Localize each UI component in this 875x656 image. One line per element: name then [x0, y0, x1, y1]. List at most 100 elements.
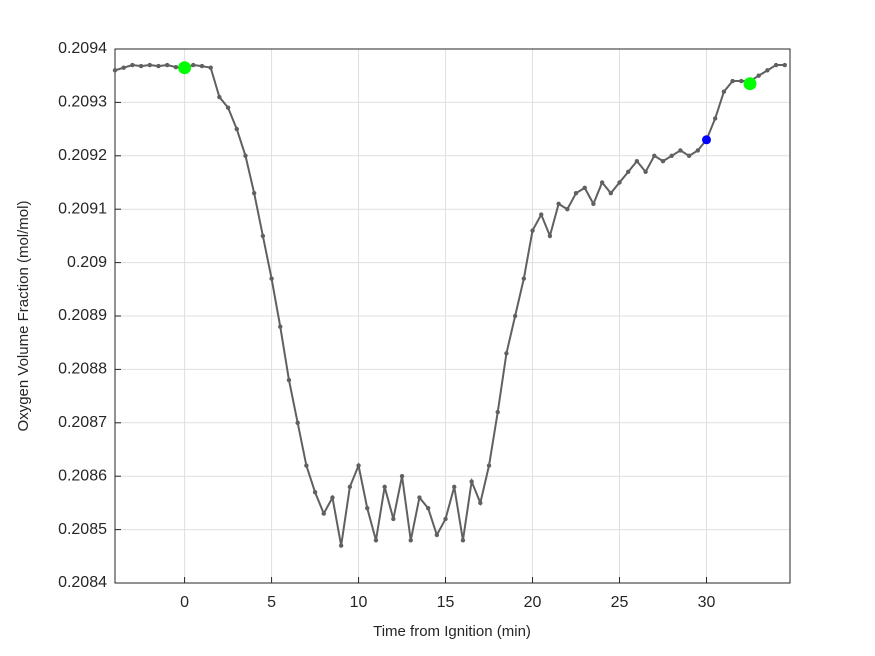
data-point — [356, 463, 361, 468]
data-point — [660, 158, 666, 164]
data-point — [626, 169, 631, 175]
x-tick-label: 0 — [180, 594, 189, 611]
data-point — [773, 62, 779, 68]
data-point — [495, 409, 500, 415]
x-tick-label: 25 — [611, 594, 629, 611]
data-point — [678, 148, 683, 153]
data-point — [147, 62, 152, 68]
data-point — [530, 228, 535, 233]
x-tick-label: 30 — [698, 594, 716, 611]
y-tick-label: 0.2088 — [58, 361, 107, 378]
marker — [701, 135, 711, 145]
data-point — [486, 463, 492, 468]
data-point — [234, 126, 239, 132]
y-tick-label: 0.2092 — [58, 147, 107, 164]
y-tick-label: 0.2084 — [58, 574, 107, 591]
y-tick-label: 0.209 — [67, 254, 107, 271]
x-tick-label: 5 — [267, 594, 276, 611]
data-point — [330, 495, 335, 500]
data-point — [112, 68, 118, 73]
axes-box — [114, 48, 791, 584]
marker — [743, 77, 757, 91]
data-point — [652, 153, 657, 158]
data-point — [669, 153, 674, 158]
data-point — [582, 185, 587, 191]
x-tick-label: 15 — [437, 594, 455, 611]
data-point — [138, 63, 144, 69]
data-point — [269, 276, 274, 281]
data-point — [121, 65, 126, 70]
data-point — [191, 62, 196, 68]
data-point — [365, 506, 370, 511]
data-point — [243, 153, 248, 158]
data-point — [634, 158, 640, 164]
data-point — [695, 148, 700, 153]
data-point — [130, 62, 135, 68]
data-point — [208, 65, 213, 70]
data-point — [469, 479, 474, 484]
data-point — [539, 212, 544, 217]
data-point — [408, 538, 413, 543]
data-point — [225, 105, 231, 110]
data-point — [391, 516, 396, 522]
y-tick-label: 0.2093 — [58, 94, 107, 111]
marker — [178, 61, 192, 75]
data-point — [321, 511, 326, 516]
data-point — [591, 201, 596, 207]
data-point — [156, 63, 161, 69]
data-point — [521, 276, 527, 281]
data-point — [425, 506, 431, 511]
data-point — [278, 324, 283, 329]
data-point — [721, 89, 727, 94]
data-point — [712, 116, 718, 121]
data-point — [565, 207, 570, 212]
y-axis-label: Oxygen Volume Fraction (mol/mol) — [15, 201, 32, 432]
data-point — [478, 500, 483, 506]
data-point — [286, 377, 292, 383]
data-point — [173, 64, 179, 70]
y-tick-label: 0.2086 — [58, 467, 107, 484]
y-tick-label: 0.2091 — [58, 200, 107, 217]
data-point — [556, 201, 561, 207]
data-point — [643, 169, 648, 175]
x-axis-label: Time from Ignition (min) — [373, 623, 531, 640]
data-point — [686, 153, 692, 158]
data-point — [443, 516, 448, 522]
data-point — [512, 313, 518, 319]
data-point — [573, 190, 579, 196]
data-point — [260, 233, 266, 239]
data-point — [399, 474, 405, 479]
data-point — [599, 180, 605, 185]
x-tick-label: 20 — [524, 594, 542, 611]
data-point — [164, 62, 170, 68]
data-point — [312, 490, 318, 495]
data-point — [382, 484, 387, 490]
data-point — [452, 484, 457, 490]
data-point — [251, 190, 257, 196]
y-tick-label: 0.2087 — [58, 414, 107, 431]
data-point — [756, 73, 761, 78]
data-point — [608, 190, 614, 196]
data-point — [373, 538, 379, 543]
data-point — [739, 78, 744, 84]
data-point — [765, 68, 770, 73]
data-point — [782, 62, 787, 68]
data-point — [417, 495, 422, 500]
y-tick-label: 0.2085 — [58, 521, 107, 538]
data-point — [730, 78, 735, 84]
data-point — [547, 233, 553, 239]
data-point — [338, 543, 344, 548]
data-point — [434, 532, 440, 538]
y-tick-label: 0.2089 — [58, 307, 107, 324]
data-point — [199, 63, 205, 69]
data-point — [460, 538, 466, 543]
data-point — [217, 94, 222, 100]
data-point — [304, 463, 309, 468]
x-tick-label: 10 — [350, 594, 368, 611]
data-point — [295, 420, 300, 425]
data-point — [347, 484, 353, 490]
data-point — [617, 180, 622, 185]
data-point — [504, 351, 509, 356]
y-tick-label: 0.2094 — [58, 40, 107, 57]
